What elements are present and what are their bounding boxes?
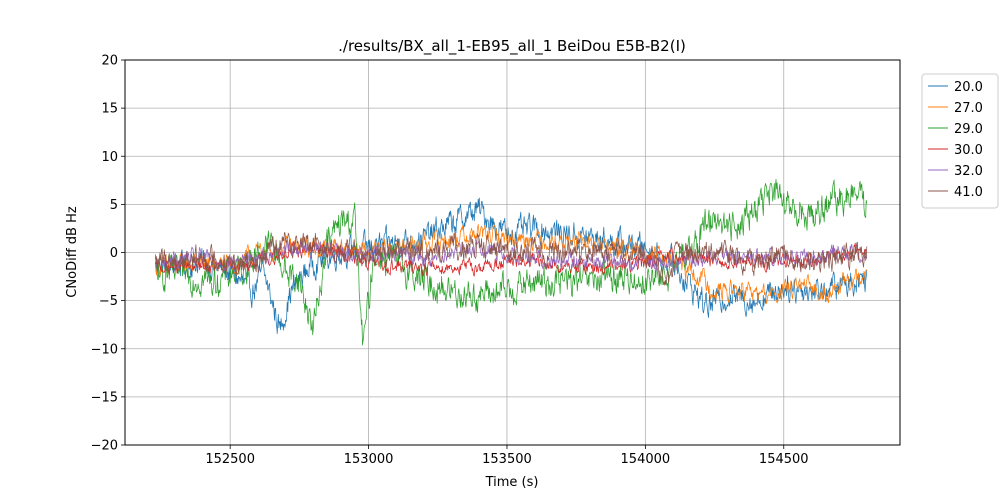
- y-tick-label: −10: [91, 342, 118, 357]
- y-tick-label: −15: [91, 390, 118, 405]
- legend-label: 29.0: [954, 122, 983, 137]
- x-axis-label: Time (s): [485, 475, 539, 490]
- y-tick-label: 0: [110, 246, 118, 261]
- y-axis: −20 −15 −10 −5 0 5 10 15 20: [91, 54, 125, 454]
- legend-label: 41.0: [954, 185, 983, 200]
- series-line-20-0: [155, 197, 868, 334]
- y-tick-label: 5: [110, 198, 118, 213]
- legend-box: [921, 73, 999, 209]
- y-tick-label: −20: [91, 439, 118, 454]
- chart-title: ./results/BX_all_1-EB95_all_1 BeiDou E5B…: [338, 37, 686, 56]
- y-tick-label: 10: [101, 150, 118, 165]
- plot-area: [155, 179, 868, 346]
- y-tick-label: 15: [101, 102, 118, 117]
- legend-label: 32.0: [954, 164, 983, 179]
- series-line-41-0: [155, 232, 868, 286]
- x-tick-label: 152500: [205, 452, 255, 467]
- legend-label: 27.0: [954, 101, 983, 116]
- legend-label: 30.0: [954, 143, 983, 158]
- x-axis: 152500 153000 153500 154000 154500: [205, 445, 809, 467]
- x-tick-label: 153500: [482, 452, 532, 467]
- y-axis-label: CNoDiff dB Hz: [65, 206, 80, 298]
- series-line-30-0: [155, 240, 867, 277]
- legend: 20.0 27.0 29.0 30.0 32.0 41.0: [921, 73, 999, 209]
- x-tick-label: 154000: [621, 452, 671, 467]
- x-tick-label: 154500: [759, 452, 809, 467]
- x-tick-label: 153000: [344, 452, 394, 467]
- y-tick-label: −5: [99, 294, 118, 309]
- legend-label: 20.0: [954, 80, 983, 95]
- y-tick-label: 20: [101, 54, 118, 69]
